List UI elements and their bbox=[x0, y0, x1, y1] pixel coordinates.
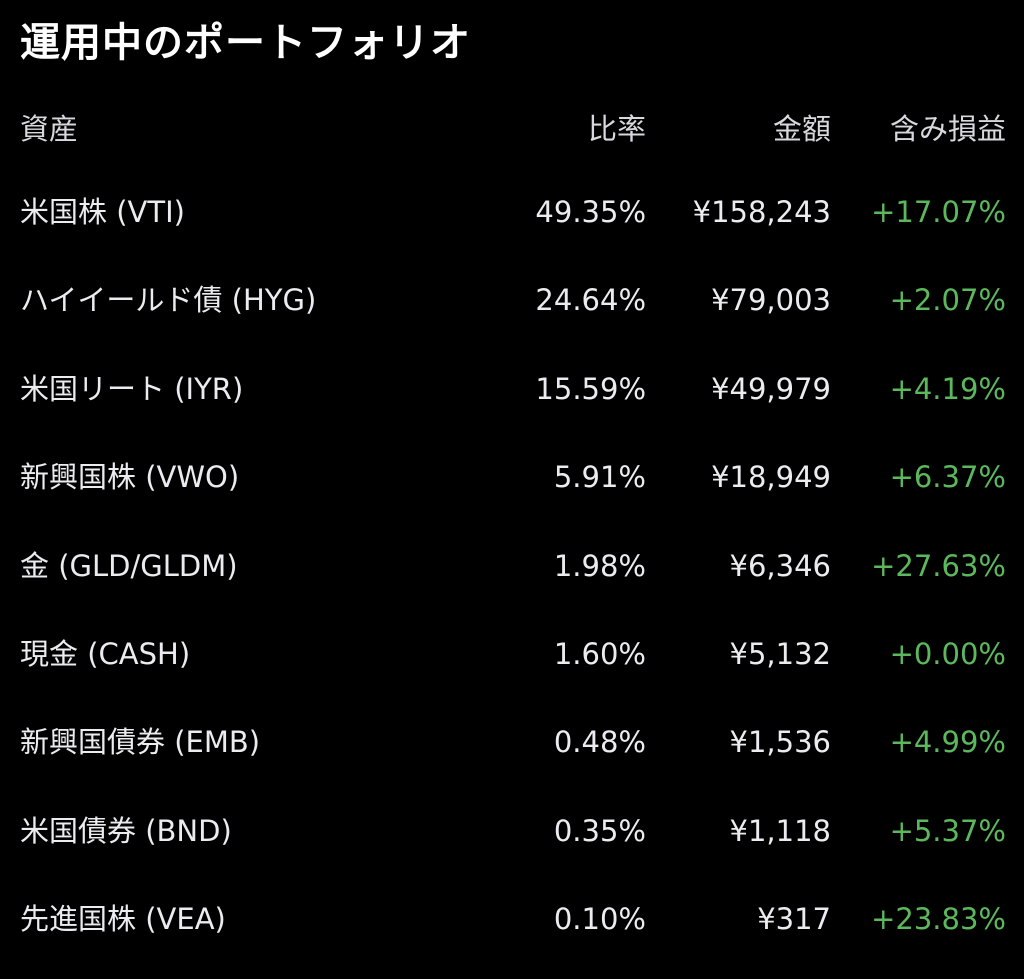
table-body: 米国株 (VTI) 49.35% ¥158,243 +17.07% ハイイールド… bbox=[20, 183, 1006, 979]
asset-amount: ¥79,003 bbox=[711, 283, 831, 318]
column-header-asset: 資産 bbox=[20, 112, 79, 146]
page-title: 運用中のポートフォリオ bbox=[20, 20, 471, 66]
asset-unrealized-pl: +4.19% bbox=[889, 371, 1006, 406]
asset-unrealized-pl: +5.37% bbox=[889, 813, 1006, 848]
table-row[interactable]: 現金 (CASH) 1.60% ¥5,132 +0.00% bbox=[20, 625, 1006, 713]
table-row[interactable]: 新興国株 (VWO) 5.91% ¥18,949 +6.37% bbox=[20, 448, 1006, 536]
asset-amount: ¥158,243 bbox=[692, 195, 831, 229]
portfolio-table: 資産 比率 金額 含み損益 米国株 (VTI) 49.35% ¥158,243 … bbox=[20, 100, 1006, 936]
asset-amount: ¥1,536 bbox=[729, 725, 831, 760]
asset-unrealized-pl: +4.99% bbox=[889, 725, 1006, 760]
asset-name: 米国リート (IYR) bbox=[20, 371, 244, 406]
asset-amount: ¥5,132 bbox=[729, 636, 831, 671]
asset-name: 米国債券 (BND) bbox=[20, 813, 232, 848]
asset-unrealized-pl: +0.00% bbox=[889, 636, 1006, 671]
asset-ratio: 24.64% bbox=[535, 283, 646, 318]
asset-unrealized-pl: +2.07% bbox=[889, 283, 1006, 318]
table-header: 資産 比率 金額 含み損益 bbox=[20, 100, 1006, 158]
asset-amount: ¥317 bbox=[757, 902, 831, 937]
asset-ratio: 0.48% bbox=[553, 725, 646, 760]
asset-ratio: 5.91% bbox=[553, 460, 646, 495]
asset-name: 金 (GLD/GLDM) bbox=[20, 548, 238, 583]
table-row[interactable]: 金 (GLD/GLDM) 1.98% ¥6,346 +27.63% bbox=[20, 537, 1006, 625]
asset-amount: ¥1,118 bbox=[729, 813, 831, 848]
table-row[interactable]: 新興国債券 (EMB) 0.48% ¥1,536 +4.99% bbox=[20, 713, 1006, 801]
asset-unrealized-pl: +17.07% bbox=[871, 195, 1006, 229]
asset-unrealized-pl: +23.83% bbox=[871, 902, 1006, 937]
table-row[interactable]: 先進国株 (VEA) 0.10% ¥317 +23.83% bbox=[20, 890, 1006, 978]
asset-unrealized-pl: +27.63% bbox=[871, 548, 1006, 583]
asset-ratio: 0.35% bbox=[553, 813, 646, 848]
table-row[interactable]: 米国株 (VTI) 49.35% ¥158,243 +17.07% bbox=[20, 183, 1006, 271]
asset-ratio: 1.98% bbox=[553, 548, 646, 583]
asset-name: 現金 (CASH) bbox=[20, 636, 191, 671]
table-row[interactable]: 米国リート (IYR) 15.59% ¥49,979 +4.19% bbox=[20, 360, 1006, 448]
table-row[interactable]: 米国債券 (BND) 0.35% ¥1,118 +5.37% bbox=[20, 802, 1006, 890]
asset-name: ハイイールド債 (HYG) bbox=[20, 283, 317, 318]
asset-amount: ¥6,346 bbox=[729, 548, 831, 583]
column-header-ratio: 比率 bbox=[587, 112, 646, 146]
asset-ratio: 15.59% bbox=[535, 371, 646, 406]
asset-ratio: 1.60% bbox=[553, 636, 646, 671]
table-row[interactable]: ハイイールド債 (HYG) 24.64% ¥79,003 +2.07% bbox=[20, 271, 1006, 359]
asset-ratio: 0.10% bbox=[553, 902, 646, 937]
asset-unrealized-pl: +6.37% bbox=[889, 460, 1006, 495]
asset-amount: ¥18,949 bbox=[711, 460, 831, 495]
asset-ratio: 49.35% bbox=[535, 195, 646, 229]
asset-name: 新興国債券 (EMB) bbox=[20, 725, 261, 760]
asset-name: 米国株 (VTI) bbox=[20, 195, 185, 229]
asset-amount: ¥49,979 bbox=[711, 371, 831, 406]
column-header-unrealized-pl: 含み損益 bbox=[889, 112, 1006, 146]
asset-name: 新興国株 (VWO) bbox=[20, 460, 240, 495]
asset-name: 先進国株 (VEA) bbox=[20, 902, 226, 937]
column-header-amount: 金額 bbox=[772, 112, 831, 146]
